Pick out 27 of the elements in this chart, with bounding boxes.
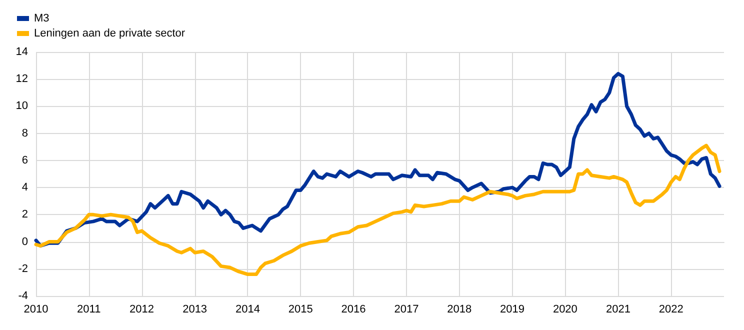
y-tick-label: 8 <box>22 127 28 140</box>
y-tick-label: 12 <box>16 73 28 86</box>
x-tick-label: 2021 <box>606 304 630 316</box>
x-tick-label: 2016 <box>341 304 366 316</box>
line-series <box>34 72 722 248</box>
y-tick-label: 2 <box>22 208 28 221</box>
y-tick-label: -4 <box>18 290 28 302</box>
x-tick-label: 2014 <box>235 304 260 316</box>
x-tick-label: 2011 <box>77 304 101 316</box>
y-tick-label: 4 <box>22 182 28 194</box>
x-tick-label: 2012 <box>130 304 154 316</box>
x-tick-label: 2015 <box>288 304 313 316</box>
x-tick-label: 2022 <box>658 304 684 316</box>
legend-label: Leningen aan de private sector <box>34 28 186 40</box>
x-tick-label: 2010 <box>24 304 48 316</box>
y-tick-label: 6 <box>22 154 28 166</box>
x-tick-label: 2020 <box>552 304 578 316</box>
line-series <box>34 144 722 276</box>
y-tick-label: 14 <box>16 46 28 58</box>
x-tick-label: 2013 <box>182 304 208 316</box>
legend-label: M3 <box>34 12 50 24</box>
x-tick-label: 2018 <box>447 304 472 316</box>
y-tick-label: 10 <box>16 100 28 112</box>
y-tick-label: -2 <box>18 262 28 275</box>
x-tick-label: 2019 <box>500 304 525 316</box>
x-tick-label: 2017 <box>394 304 419 316</box>
y-tick-label: 0 <box>22 236 28 248</box>
